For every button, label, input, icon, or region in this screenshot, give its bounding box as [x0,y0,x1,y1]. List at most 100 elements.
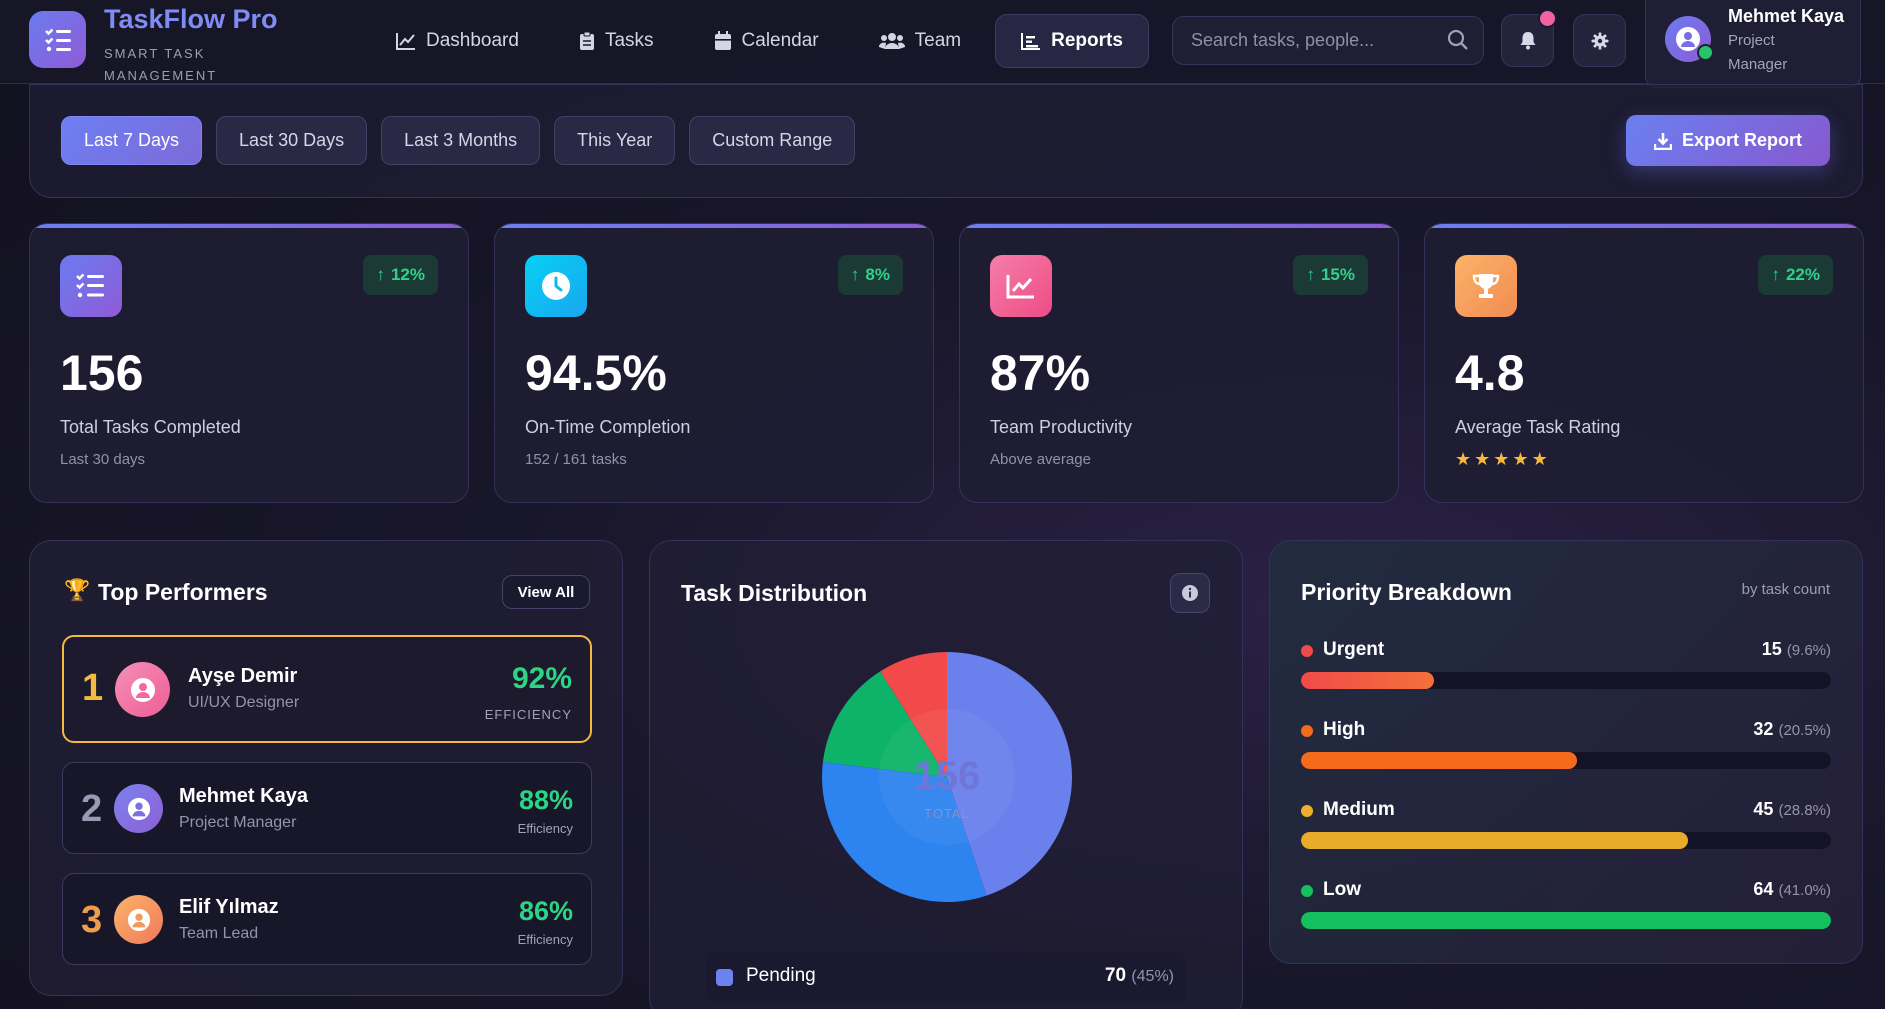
efficiency-label: Efficiency [517,821,573,836]
view-all-button[interactable]: View All [502,575,590,609]
pie-center-ring [879,709,1015,845]
arrow-up-icon: ↑ [376,265,385,284]
trend-badge: ↑ 12% [363,255,438,295]
logo-icon[interactable] [29,11,86,68]
user-role: Project Manager [1728,32,1788,73]
download-icon [1653,132,1672,150]
rank-number: 2 [81,788,103,830]
nav-reports[interactable]: Reports [995,14,1149,68]
priority-row-low: Low 64 (41.0%) [1301,879,1831,939]
priority-bar-track [1301,912,1831,929]
arrow-up-icon: ↑ [1306,265,1315,284]
nav-calendar[interactable]: Calendar [688,14,845,68]
panel-subtitle: by task count [1741,581,1830,598]
priority-bar-fill [1301,752,1577,769]
panel-title: Task Distribution [681,580,868,606]
priority-bar-track [1301,672,1831,689]
nav-dashboard[interactable]: Dashboard [370,14,545,68]
rank-number: 1 [82,667,104,709]
legend-item[interactable]: Pending 70 (45%) [706,951,1186,1003]
search-input[interactable] [1191,17,1441,64]
bar-chart-icon [1021,33,1041,50]
priority-name: Urgent [1323,639,1385,660]
count-percent: (20.5%) [1778,722,1831,739]
search-icon[interactable] [1447,29,1469,51]
top-performers-panel: 🏆 Top Performers View All 1 Ayşe Demir U… [29,540,623,996]
pie-total-label: TOTAL [924,806,970,821]
star-icon: ★ [1531,449,1548,469]
filter-last-7-days[interactable]: Last 7 Days [61,116,203,165]
stat-label: Total Tasks Completed [60,417,241,437]
arrow-up-icon: ↑ [1771,265,1780,284]
pie-slice-overdue[interactable] [880,652,947,777]
trend-value: 22% [1785,265,1820,284]
info-button[interactable] [1170,573,1210,613]
arrow-up-icon: ↑ [850,265,860,284]
users-icon [878,33,905,49]
stat-value: 4.8 [1455,345,1525,401]
stat-card-rating: ↑ 22% 4.8 Average Task Rating ★ ★ ★ ★ ★ [1424,223,1864,503]
performer-row[interactable]: 1 Ayşe Demir UI/UX Designer 92% EFFICIEN… [62,635,592,743]
count-percent: (9.6%) [1786,642,1831,659]
count-value: 32 [1753,719,1774,739]
priority-bar-track [1301,752,1831,769]
export-report-button[interactable]: Export Report [1626,115,1830,166]
panel-title: Top Performers [98,579,268,605]
notifications-button[interactable] [1501,9,1557,67]
legend-value: 70 (45%) [1105,965,1174,987]
star-icon: ★ [1474,449,1491,469]
brand-subtitle: SMART TASK MANAGEMENT [104,46,218,83]
trend-badge: ↑ 15% [1293,255,1368,295]
stat-subtext: 152 / 161 tasks [525,451,627,468]
priority-row-medium: Medium 45 (28.8%) [1301,799,1831,859]
brand-title: TaskFlow Pro [104,4,278,34]
priority-count: 32 (20.5%) [1753,719,1831,740]
avatar [115,662,170,717]
filter-last-3-months[interactable]: Last 3 Months [381,116,541,165]
filter-custom-range[interactable]: Custom Range [689,116,856,165]
efficiency-value: 92% [511,662,572,695]
settings-button[interactable] [1573,14,1626,67]
online-status-dot [1697,44,1714,61]
task-distribution-panel: Task Distribution 156 TOTAL Pending 70 (… [649,540,1243,1009]
nav-team[interactable]: Team [853,14,987,68]
date-range-filters: Last 7 Days Last 30 Days Last 3 Months T… [61,116,856,165]
performer-role: Project Manager [179,814,297,831]
priority-name: High [1323,719,1366,740]
calendar-icon [714,31,731,50]
user-menu[interactable]: Mehmet Kaya Project Manager [1645,0,1861,88]
trend-value: 15% [1320,265,1355,284]
clock-icon [525,255,587,317]
priority-count: 15 (9.6%) [1762,639,1831,660]
pie-slice-in-progress[interactable] [822,761,987,902]
performer-name: Mehmet Kaya [179,785,308,807]
trend-badge: ↑ 8% [837,255,903,295]
filter-last-30-days[interactable]: Last 30 Days [216,116,368,165]
pie-slice-completed[interactable] [822,671,947,777]
count-value: 45 [1753,799,1774,819]
priority-bar-fill [1301,672,1434,689]
efficiency-value: 86% [518,896,573,926]
priority-row-high: High 32 (20.5%) [1301,719,1831,779]
nav-label: Reports [1051,30,1123,51]
priority-dot [1301,645,1313,657]
priority-bar-fill [1301,912,1831,929]
stat-card-productivity: ↑ 15% 87% Team Productivity Above average [959,223,1399,503]
user-icon [1676,27,1700,51]
pie-slice-pending[interactable] [947,652,1073,896]
date-filter-bar: Last 7 Days Last 30 Days Last 3 Months T… [29,84,1863,198]
stat-label: Average Task Rating [1455,417,1621,437]
filter-this-year[interactable]: This Year [554,116,676,165]
bell-icon [1520,32,1535,50]
performer-row[interactable]: 3 Elif Yılmaz Team Lead 86% Efficiency [62,873,592,965]
nav-tasks[interactable]: Tasks [553,14,680,68]
legend-percent: (45%) [1131,968,1174,985]
performer-row[interactable]: 2 Mehmet Kaya Project Manager 88% Effici… [62,762,592,854]
clipboard-icon [579,31,594,50]
stat-label: Team Productivity [990,417,1133,437]
priority-bar-track [1301,832,1831,849]
priority-dot [1301,885,1313,897]
priority-count: 45 (28.8%) [1753,799,1831,820]
performer-role: UI/UX Designer [188,694,300,711]
priority-count: 64 (41.0%) [1753,879,1831,900]
